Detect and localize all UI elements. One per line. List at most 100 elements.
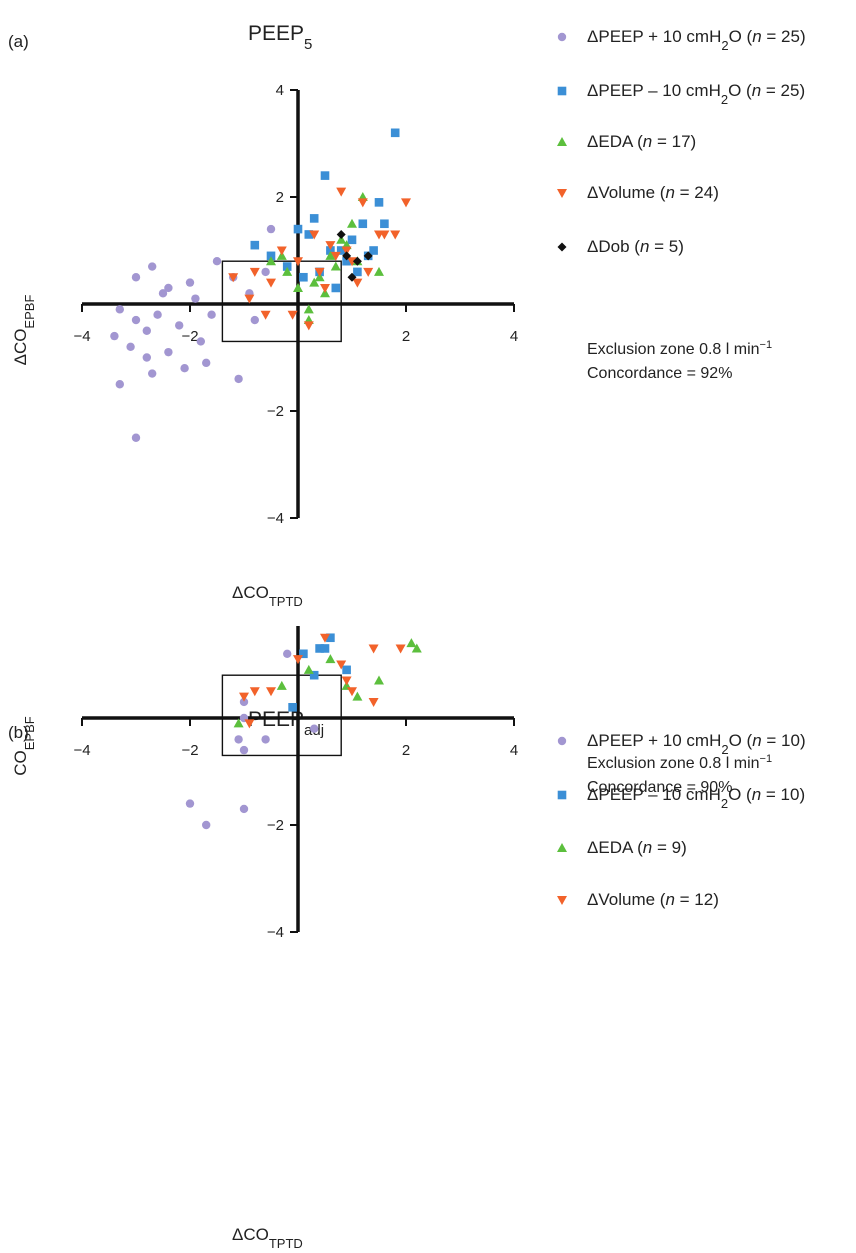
x-tick-label: 4 (510, 742, 518, 759)
data-point-square (342, 256, 351, 266)
data-point-square (353, 267, 362, 277)
data-point-circle (202, 820, 211, 830)
data-point-circle (115, 380, 125, 389)
data-point-circle (239, 804, 249, 814)
data-point-circle (261, 267, 270, 277)
data-point-triangle-down (303, 321, 314, 331)
data-point-diamond (347, 272, 357, 282)
x-tick-label: 4 (510, 328, 518, 345)
exclusion-zone-note: Exclusion zone 0.8 l min−1 (587, 753, 772, 772)
data-point-triangle-down (266, 687, 276, 697)
data-point-square (369, 246, 378, 255)
data-point-square (266, 251, 276, 261)
data-point-triangle-down (379, 230, 390, 240)
data-point-circle (164, 347, 173, 357)
data-point-square (309, 670, 319, 680)
x-tick-label: −4 (73, 742, 90, 759)
data-point-triangle-up (374, 266, 384, 276)
legend-marker-circle (557, 32, 567, 42)
legend-marker-square (557, 86, 567, 96)
data-point-square (336, 246, 346, 255)
data-point-triangle-down (336, 187, 347, 197)
legend-marker-triangle-up (557, 843, 567, 852)
data-point-circle (131, 433, 141, 442)
data-point-triangle-down (341, 246, 352, 256)
data-point-triangle-up (330, 261, 341, 271)
data-point-circle (148, 262, 157, 271)
data-point-circle (185, 278, 195, 287)
data-point-triangle-down (314, 267, 325, 277)
data-point-triangle-up (293, 282, 303, 292)
data-point-square (374, 198, 384, 207)
data-point-circle (196, 337, 205, 346)
data-point-circle (180, 364, 189, 373)
data-point-circle (164, 283, 173, 293)
data-point-circle (153, 310, 162, 319)
data-point-square (342, 665, 351, 675)
legend-marker-diamond (557, 242, 567, 252)
y-axis-title-a: ΔCOEPBF (11, 295, 37, 366)
data-point-square (315, 644, 324, 653)
x-tick-label: 2 (402, 742, 410, 759)
data-point-triangle-down (249, 267, 260, 277)
data-point-square (309, 214, 319, 223)
data-point-triangle-down (401, 198, 411, 208)
y-tick-label: 2 (276, 189, 284, 206)
legend-label: ΔPEEP – 10 cmH2O (n = 25) (587, 81, 805, 107)
data-point-square (299, 649, 308, 659)
data-point-triangle-up (233, 718, 244, 728)
legend-label: ΔVolume (n = 24) (587, 183, 719, 202)
data-points-a (110, 128, 411, 442)
panel-label-a: (a) (8, 32, 29, 51)
data-point-circle (142, 353, 151, 362)
data-point-triangle-down (330, 251, 341, 261)
data-point-triangle-down (287, 310, 298, 320)
data-point-triangle-down (368, 697, 379, 707)
data-point-triangle-down (309, 230, 320, 240)
data-points-b (185, 633, 422, 830)
data-point-square (326, 633, 335, 643)
x-tick-label: −4 (73, 328, 90, 345)
data-point-circle (158, 289, 168, 298)
data-point-triangle-down (266, 278, 276, 288)
x-tick-label: −2 (181, 742, 198, 759)
data-point-circle (234, 735, 243, 744)
data-point-square (320, 644, 330, 653)
data-point-triangle-down (244, 294, 255, 304)
data-point-square (331, 283, 341, 293)
legend-label: ΔPEEP + 10 cmH2O (n = 10) (587, 731, 806, 757)
data-point-triangle-up (352, 691, 363, 701)
data-point-circle (148, 369, 157, 378)
legend-marker-circle (557, 736, 567, 746)
data-point-triangle-down (363, 267, 374, 277)
data-point-circle (283, 649, 292, 658)
legend-marker-triangle-down (557, 189, 567, 198)
y-tick-label: −4 (267, 924, 284, 941)
data-point-square (390, 128, 400, 138)
y-axis-title-b: COEPBF (11, 716, 37, 776)
y-tick-label: −4 (267, 510, 284, 527)
data-point-square (304, 230, 314, 239)
data-point-triangle-down (347, 687, 357, 697)
data-point-circle (234, 374, 243, 384)
panel-a: (a) PEEP5 −4 −2 2 4 4 2 −2 −4 ΔCOTPTD ΔCOEPBF ΔPEEP … (0, 0, 856, 626)
data-point-square (293, 224, 303, 234)
legend-label: ΔVolume (n = 12) (587, 890, 719, 909)
data-point-circle (110, 331, 119, 341)
data-point-circle (310, 724, 319, 733)
data-point-square (326, 246, 335, 255)
x-tick-label: −2 (181, 328, 198, 345)
data-point-square (282, 262, 292, 271)
legend-label: ΔPEEP – 10 cmH2O (n = 10) (587, 785, 805, 811)
legend-marker-square (557, 790, 567, 800)
data-point-circle (207, 310, 216, 319)
data-point-circle (202, 358, 211, 368)
y-tick-label: −2 (267, 403, 284, 420)
exclusion-zone-note: Exclusion zone 0.8 l min−1 (587, 339, 772, 358)
data-point-triangle-down (341, 676, 352, 686)
data-point-circle (185, 799, 195, 808)
data-point-triangle-down (320, 283, 330, 293)
data-point-triangle-down (347, 257, 357, 267)
data-point-triangle-up (406, 638, 417, 648)
data-point-triangle-up (325, 250, 336, 260)
